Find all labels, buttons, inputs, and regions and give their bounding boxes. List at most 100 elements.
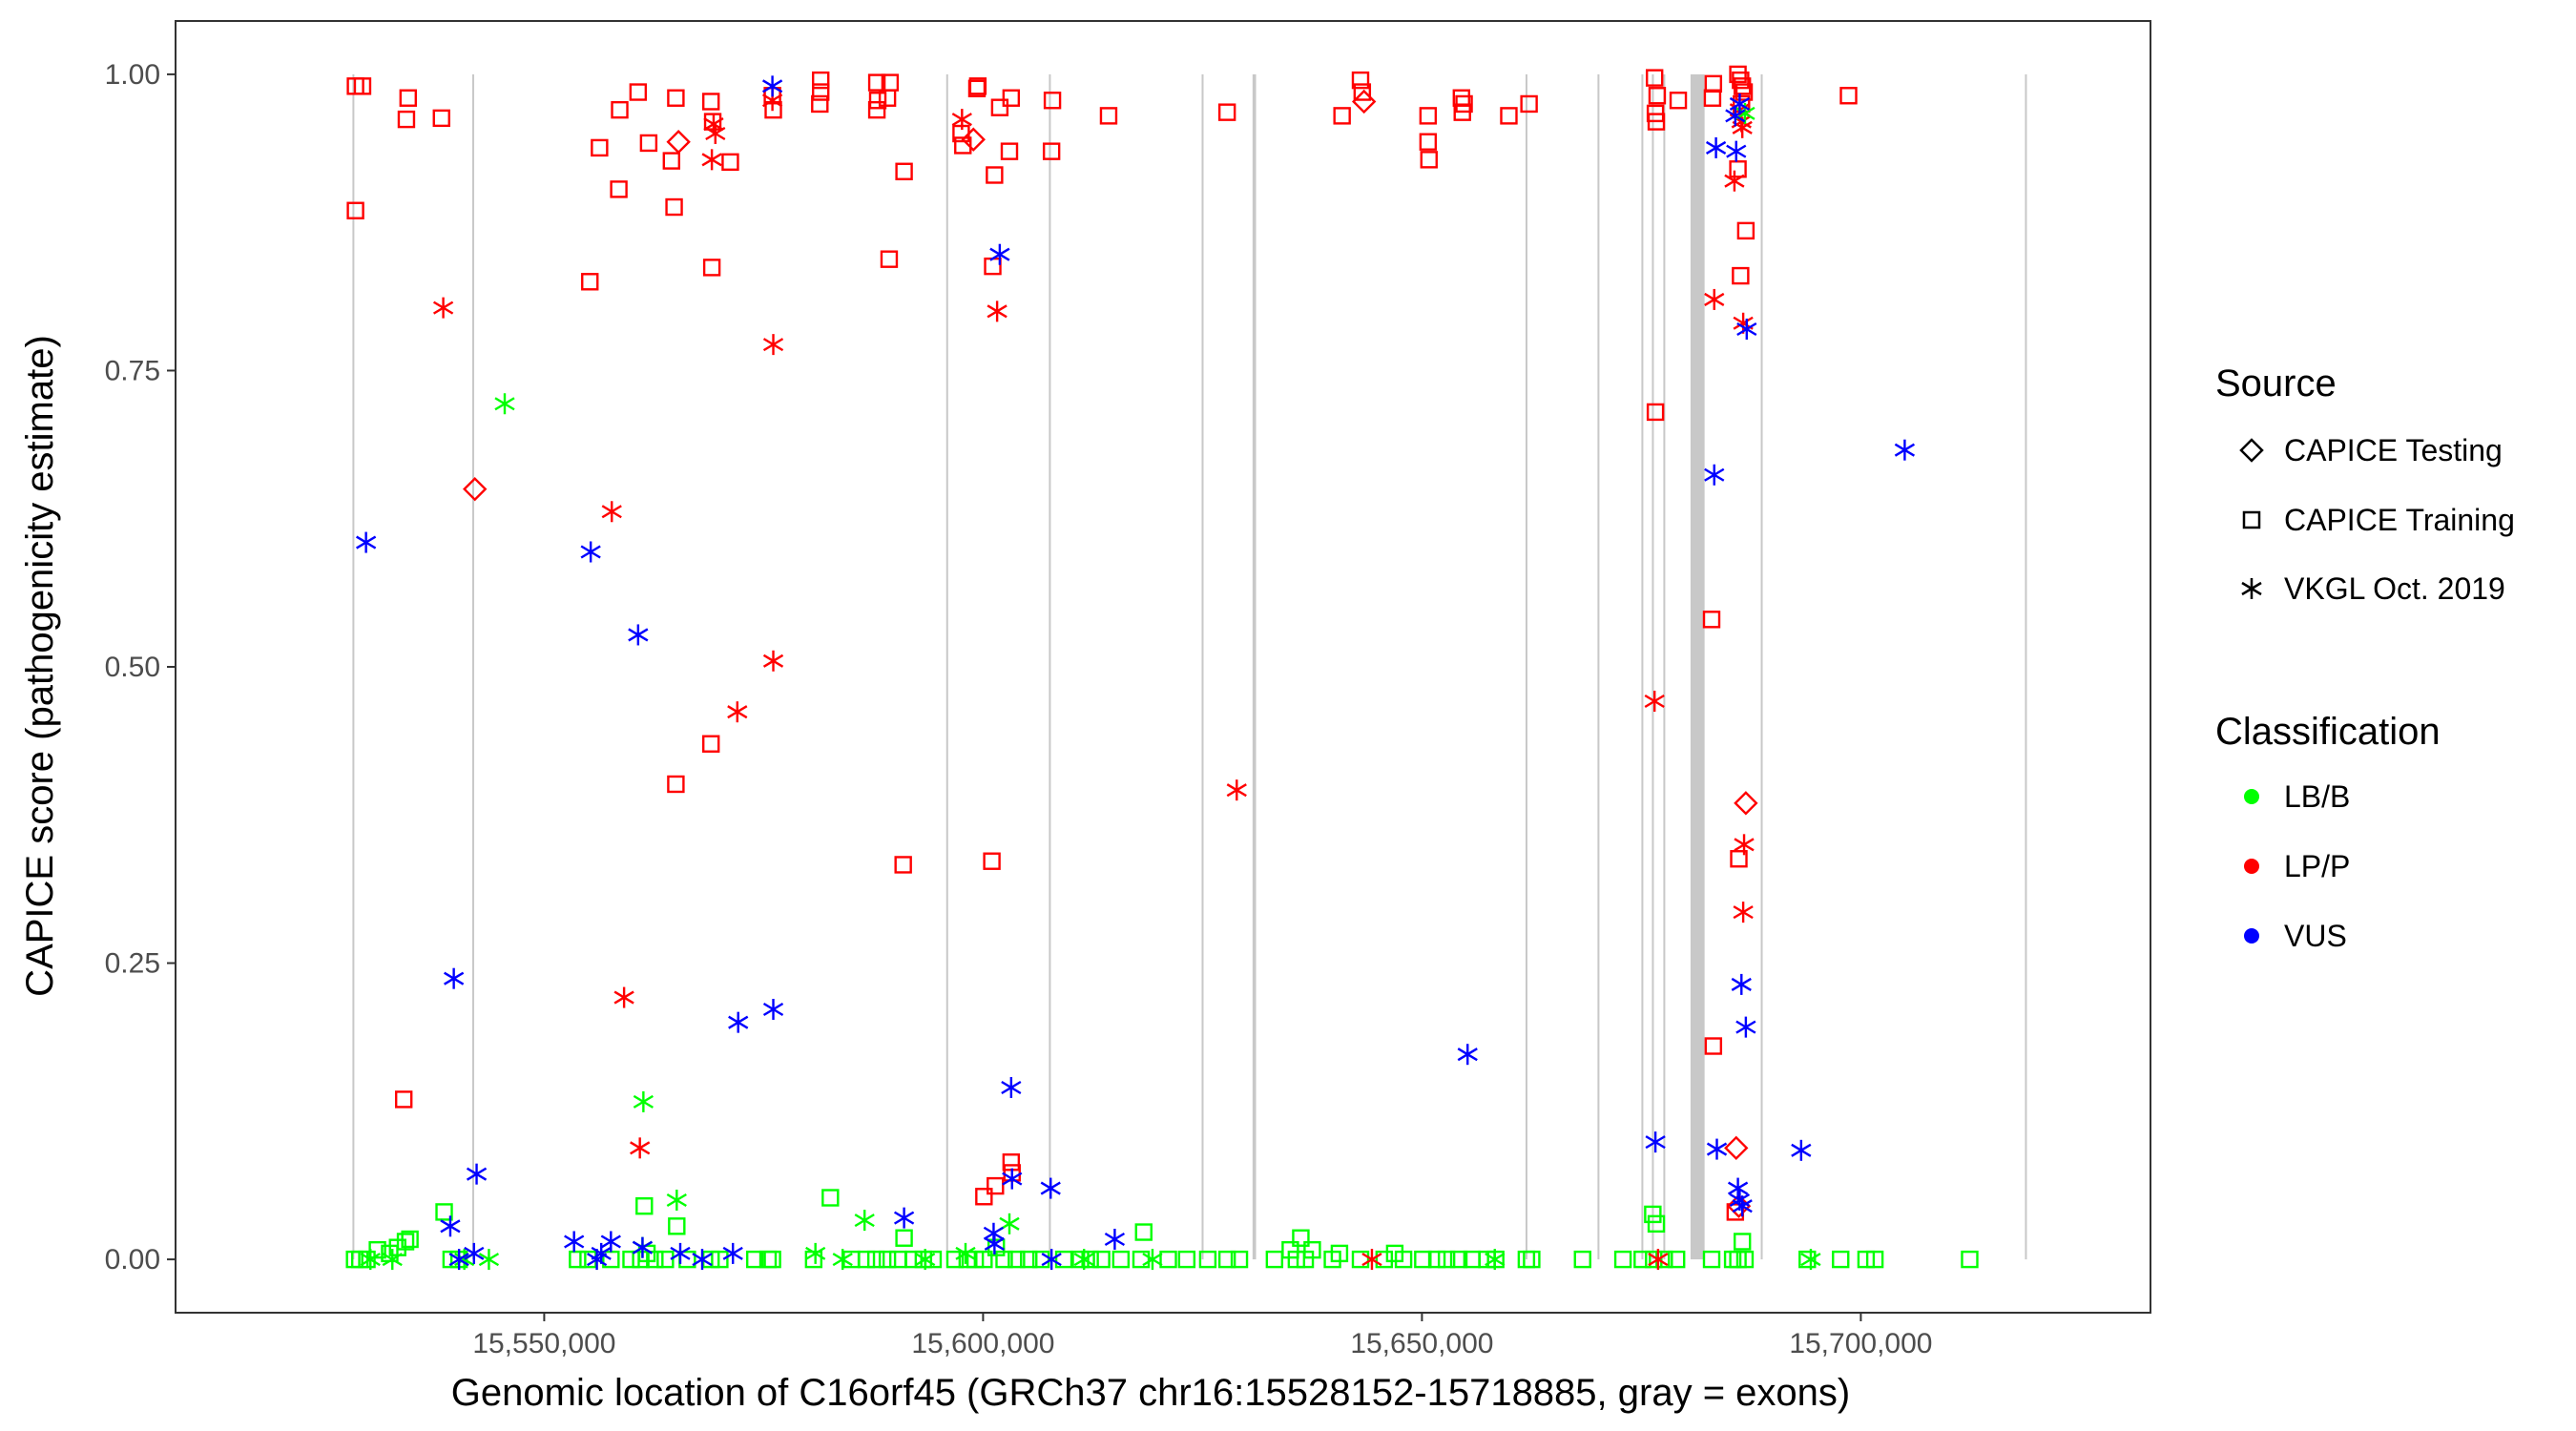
asterisk-point <box>854 1210 875 1232</box>
square-point <box>632 1250 650 1269</box>
asterisk-stroke <box>1485 1253 1506 1267</box>
asterisk-stroke <box>692 1253 713 1267</box>
asterisk-stroke <box>854 1213 875 1228</box>
asterisk-stroke <box>356 535 377 550</box>
asterisk-point <box>727 701 748 723</box>
square-point <box>1702 1250 1721 1269</box>
asterisk-point <box>701 149 722 171</box>
asterisk-point <box>1645 1131 1666 1153</box>
square-point <box>894 856 912 874</box>
asterisk-stroke <box>1041 1253 1062 1267</box>
square-point <box>987 1176 1005 1195</box>
square-point <box>1330 1244 1349 1263</box>
y-tick-label: 0.25 <box>105 948 160 980</box>
asterisk-stroke <box>382 1253 403 1267</box>
square-point <box>629 83 648 101</box>
square-point <box>1839 87 1858 105</box>
asterisk-point <box>1725 105 1746 127</box>
exon-band <box>1252 73 1257 1260</box>
exon-bands <box>352 73 2027 1260</box>
asterisk-point <box>1800 1249 1821 1271</box>
asterisk-stroke <box>1704 292 1725 306</box>
asterisk-stroke <box>1729 96 1751 111</box>
square-point <box>763 1250 781 1269</box>
asterisk-point <box>987 301 1008 322</box>
asterisk-stroke <box>1894 443 1916 457</box>
square-point <box>1865 1250 1884 1269</box>
x-tick-label: 15,550,000 <box>472 1328 615 1359</box>
asterisk-stroke <box>983 1226 1005 1240</box>
asterisk-stroke <box>762 1002 784 1017</box>
square-point <box>656 1250 675 1269</box>
x-tick-label: 15,700,000 <box>1789 1328 1932 1359</box>
asterisk-stroke <box>1002 1172 1023 1186</box>
square-point <box>1736 221 1755 240</box>
square-point <box>399 89 417 107</box>
asterisk-point <box>984 1233 1005 1255</box>
asterisk-point <box>444 967 465 989</box>
asterisk-point <box>613 986 634 1008</box>
asterisk-point <box>955 1242 976 1264</box>
exon-band <box>1049 73 1051 1260</box>
asterisk-point <box>805 1242 826 1264</box>
asterisk-stroke <box>613 990 634 1005</box>
square-point <box>358 1250 376 1269</box>
asterisk-point <box>440 1215 461 1237</box>
asterisk-point <box>564 1231 585 1253</box>
exon-band <box>1597 73 1600 1260</box>
asterisk-stroke <box>632 1240 654 1255</box>
y-tick-label: 0.75 <box>105 355 160 386</box>
square-point <box>811 94 829 114</box>
square-point <box>1733 1233 1752 1251</box>
x-axis-title: Genomic location of C16orf45 (GRCh37 chr… <box>451 1372 1850 1414</box>
asterisk-stroke <box>628 628 649 642</box>
square-point <box>1008 1250 1026 1269</box>
square-point <box>812 71 830 90</box>
asterisk-stroke <box>1704 467 1725 482</box>
exon-band <box>471 73 474 1260</box>
square-point <box>581 273 599 291</box>
square-point <box>878 1250 897 1269</box>
diamond-point <box>666 130 691 155</box>
square-point <box>1667 1250 1686 1269</box>
square-point <box>1453 103 1471 121</box>
square-point <box>1159 1250 1177 1269</box>
square-point <box>983 852 1001 870</box>
square-point <box>1420 151 1438 169</box>
legend-item-vus: VUS <box>2244 919 2347 953</box>
asterisk-stroke <box>1104 1232 1126 1247</box>
square-point <box>569 1250 587 1269</box>
asterisk-stroke <box>564 1234 585 1249</box>
square-point <box>1523 1250 1541 1269</box>
asterisk-stroke <box>591 1246 612 1260</box>
square-point <box>1644 1205 1662 1224</box>
asterisk-stroke <box>494 397 515 411</box>
square-point <box>954 136 972 155</box>
square-icon <box>2242 510 2261 529</box>
square-point <box>1647 1214 1666 1234</box>
square-point <box>1394 1250 1413 1269</box>
square-point <box>1730 850 1748 868</box>
square-point <box>1414 1250 1432 1269</box>
square-point <box>1375 1250 1394 1269</box>
square-point <box>1735 83 1754 101</box>
y-tick-label: 1.00 <box>105 59 160 91</box>
square-point <box>639 134 658 153</box>
asterisk-point <box>1104 1228 1126 1250</box>
exon-band <box>1652 73 1654 1260</box>
square-point <box>867 100 886 119</box>
asterisk-point <box>703 114 724 135</box>
asterisk-stroke <box>464 1246 485 1260</box>
asterisk-stroke <box>805 1246 826 1260</box>
asterisk-point <box>1041 1249 1062 1271</box>
asterisk-point <box>1724 170 1745 192</box>
asterisk-stroke <box>1734 838 1755 852</box>
asterisk-stroke <box>762 653 784 668</box>
square-point <box>1832 1250 1850 1269</box>
asterisk-point <box>1791 1139 1812 1161</box>
asterisk-stroke <box>448 1253 469 1267</box>
square-point <box>353 77 372 95</box>
square-point <box>1702 611 1721 629</box>
asterisk-stroke <box>466 1167 488 1181</box>
square-point <box>646 1250 664 1269</box>
